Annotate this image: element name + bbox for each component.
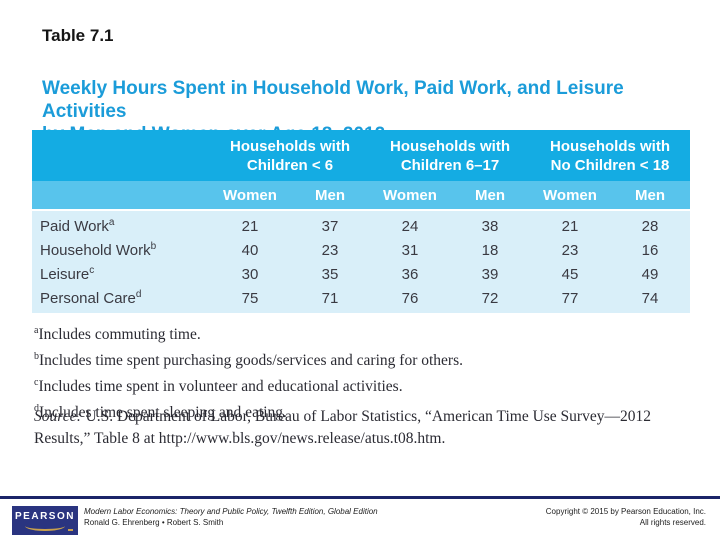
cell-value: 75 — [241, 289, 259, 307]
cell-value: 24 — [401, 217, 419, 235]
slide-table-label: Table 7.1 — [42, 26, 114, 45]
pearson-logo-text: PEARSON — [15, 511, 75, 522]
footer: PEARSON Modern Labor Economics: Theory a… — [0, 499, 720, 540]
table-row-household-work: Household Workb 40 23 31 18 23 16 — [32, 238, 690, 262]
pearson-logo: PEARSON — [12, 506, 78, 535]
subheader-men-1: Men — [315, 186, 345, 204]
subheader-women-1: Women — [223, 186, 277, 204]
group-header-children-under-6: Households with Children < 6 — [230, 137, 350, 174]
footnote-marker: b — [150, 241, 157, 252]
copyright-notice: Copyright © 2015 by Pearson Education, I… — [546, 506, 706, 528]
footnote-d: dIncludes time spent sleeping and eating… — [34, 403, 287, 422]
cell-value: 28 — [641, 217, 659, 235]
cell-value: 37 — [321, 217, 339, 235]
cell-value: 77 — [561, 289, 579, 307]
cell-value: 49 — [641, 265, 659, 283]
cell-value: 71 — [321, 289, 339, 307]
cell-value: 35 — [321, 265, 339, 283]
source-text: U.S. Department of Labor, Bureau of Labo… — [34, 408, 651, 447]
subheader-men-2: Men — [475, 186, 505, 204]
copyright-line1: Copyright © 2015 by Pearson Education, I… — [545, 507, 706, 516]
cell-value: 23 — [321, 241, 339, 259]
cell-value: 39 — [481, 265, 499, 283]
row-label: Personal Care — [40, 290, 136, 307]
pearson-swoosh-icon — [25, 521, 73, 531]
source-note: Source: U.S. Department of Labor, Bureau… — [34, 406, 696, 450]
cell-value: 30 — [241, 265, 259, 283]
cell-value: 74 — [641, 289, 659, 307]
book-authors: Ronald G. Ehrenberg • Robert S. Smith — [84, 518, 224, 527]
cell-value: 31 — [401, 241, 419, 259]
subheader-women-2: Women — [383, 186, 437, 204]
cell-value: 36 — [401, 265, 419, 283]
book-info: Modern Labor Economics: Theory and Publi… — [84, 506, 378, 528]
footnote-b: bIncludes time spent purchasing goods/se… — [34, 351, 463, 370]
cell-value: 21 — [561, 217, 579, 235]
table-row-leisure: Leisurec 30 35 36 39 45 49 — [32, 262, 690, 286]
data-table: Households with Children < 6 Households … — [32, 130, 690, 313]
table-subheader-row: Women Men Women Men Women Men — [32, 181, 690, 211]
copyright-line2: All rights reserved. — [639, 518, 706, 527]
cell-value: 72 — [481, 289, 499, 307]
subheader-men-3: Men — [635, 186, 665, 204]
row-label: Household Work — [40, 242, 151, 259]
cell-value: 38 — [481, 217, 499, 235]
source-label: Source: — [34, 408, 82, 425]
group-header-children-6-17: Households with Children 6–17 — [390, 137, 510, 174]
cell-value: 23 — [561, 241, 579, 259]
group-header-no-children: Households with No Children < 18 — [550, 137, 670, 174]
table-row-personal-care: Personal Cared 75 71 76 72 77 74 — [32, 286, 690, 310]
cell-value: 18 — [481, 241, 499, 259]
row-label: Leisure — [40, 266, 90, 283]
cell-value: 16 — [641, 241, 659, 259]
subheader-women-3: Women — [543, 186, 597, 204]
footer-divider — [0, 496, 720, 499]
table-group-header-row: Households with Children < 6 Households … — [32, 130, 690, 181]
table-title-line1: Weekly Hours Spent in Household Work, Pa… — [42, 78, 624, 122]
cell-value: 76 — [401, 289, 419, 307]
footnotes: aIncludes commuting time. bIncludes time… — [34, 320, 694, 425]
cell-value: 40 — [241, 241, 259, 259]
footnote-marker: d — [135, 289, 142, 300]
table-row-paid-work: Paid Worka 21 37 24 38 21 28 — [32, 214, 690, 238]
table-body: Paid Worka 21 37 24 38 21 28 Household W… — [32, 211, 690, 313]
footnote-c: cIncludes time spent in volunteer and ed… — [34, 377, 403, 396]
footnote-a: aIncludes commuting time. — [34, 325, 201, 344]
cell-value: 45 — [561, 265, 579, 283]
footnote-marker: a — [108, 217, 115, 228]
row-label: Paid Work — [40, 218, 109, 235]
cell-value: 21 — [241, 217, 259, 235]
footnote-marker: c — [89, 265, 95, 276]
book-title: Modern Labor Economics: Theory and Publi… — [84, 507, 378, 516]
